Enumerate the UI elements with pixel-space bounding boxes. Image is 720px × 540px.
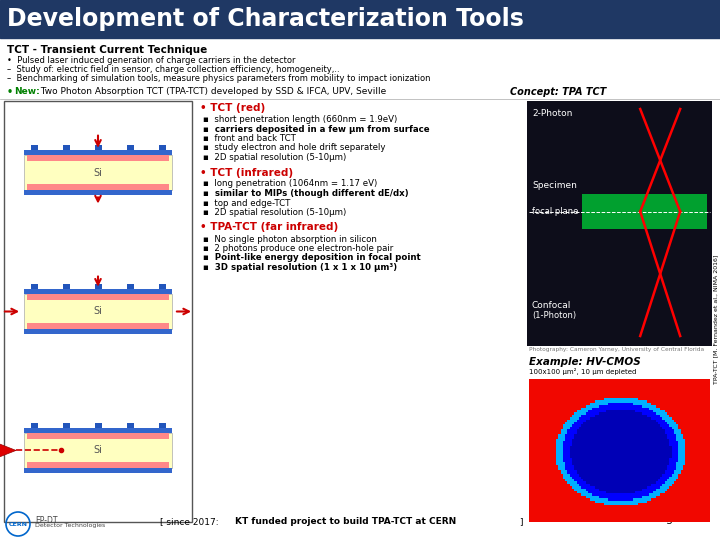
Text: [ since 2017:: [ since 2017: (160, 517, 222, 526)
Bar (63, 423, 70, 428)
Text: ▪  2D spatial resolution (5-10μm): ▪ 2D spatial resolution (5-10μm) (203, 153, 346, 162)
Bar (94, 423, 102, 428)
Text: -3-: -3- (663, 516, 677, 526)
Text: ▪  similar to MIPs (though different dE/dx): ▪ similar to MIPs (though different dE/d… (203, 189, 409, 198)
Bar (30, 423, 37, 428)
Bar (4, 101, 192, 522)
Text: TCT - Transient Current Technique: TCT - Transient Current Technique (7, 45, 207, 55)
Text: 100x100 μm², 10 μm depleted: 100x100 μm², 10 μm depleted (529, 368, 636, 375)
Polygon shape (0, 440, 16, 461)
Bar (582, 194, 707, 229)
Text: ▪  front and back TCT: ▪ front and back TCT (203, 134, 296, 143)
Bar (27, 154, 169, 161)
Text: ▪  short penetration length (660nm = 1.9eV): ▪ short penetration length (660nm = 1.9e… (203, 115, 397, 124)
Text: ▪  carriers deposited in a few μm from surface: ▪ carriers deposited in a few μm from su… (203, 125, 430, 133)
Text: Specimen: Specimen (532, 181, 577, 190)
Bar (24, 288, 172, 294)
Bar (30, 145, 37, 150)
Bar (158, 145, 166, 150)
Bar (158, 284, 166, 288)
Text: • TCT (red): • TCT (red) (200, 103, 265, 113)
Text: Detector Technologies: Detector Technologies (35, 523, 105, 528)
Bar (127, 423, 133, 428)
Bar (24, 428, 172, 433)
Text: ▪  2D spatial resolution (5-10μm): ▪ 2D spatial resolution (5-10μm) (203, 208, 346, 217)
Bar (24, 468, 172, 473)
Bar (24, 433, 172, 468)
Text: ▪  No single photon absorption in silicon: ▪ No single photon absorption in silicon (203, 234, 377, 244)
Text: Development of Characterization Tools: Development of Characterization Tools (7, 7, 524, 31)
Text: ▪  2 photons produce one electron-hole pair: ▪ 2 photons produce one electron-hole pa… (203, 244, 393, 253)
Text: (1-Photon): (1-Photon) (532, 311, 576, 320)
Text: KT funded project to build TPA-TCT at CERN: KT funded project to build TPA-TCT at CE… (235, 517, 456, 526)
Text: –  Study of: electric field in sensor, charge collection efficiency, homogeneity: – Study of: electric field in sensor, ch… (7, 65, 340, 74)
Text: 2-Photon: 2-Photon (532, 109, 572, 118)
Bar (27, 462, 169, 468)
Text: •: • (7, 87, 17, 97)
Text: ▪  3D spatial resolution (1 x 1 x 10 μm³): ▪ 3D spatial resolution (1 x 1 x 10 μm³) (203, 263, 397, 272)
Text: Si: Si (94, 307, 102, 316)
Text: New:: New: (14, 87, 40, 96)
Text: ]: ] (519, 517, 523, 526)
Text: Confocal: Confocal (532, 301, 572, 310)
Bar (24, 154, 172, 191)
Text: Si: Si (94, 446, 102, 455)
Bar (30, 284, 37, 288)
Text: TPA-TCT [M. Fernandez et al., NIMA 2016]: TPA-TCT [M. Fernandez et al., NIMA 2016] (713, 255, 718, 384)
Text: ▪  long penetration (1064nm = 1.17 eV): ▪ long penetration (1064nm = 1.17 eV) (203, 179, 377, 188)
Text: Example: HV-CMOS: Example: HV-CMOS (529, 357, 641, 367)
Text: focal plane: focal plane (532, 207, 578, 216)
Bar (94, 145, 102, 150)
Bar (63, 284, 70, 288)
Text: • TCT (infrared): • TCT (infrared) (200, 167, 293, 178)
Bar (94, 284, 102, 288)
Text: •  Pulsed laser induced generation of charge carriers in the detector: • Pulsed laser induced generation of cha… (7, 56, 295, 65)
Text: ▪  study electron and hole drift separately: ▪ study electron and hole drift separate… (203, 144, 385, 152)
Text: Photography: Cameron Yarney, University of Central Florida: Photography: Cameron Yarney, University … (529, 347, 704, 352)
Bar (24, 294, 172, 329)
Bar (127, 284, 133, 288)
Bar (0, 0, 720, 38)
Text: Two Photon Absorption TCT (TPA-TCT) developed by SSD & IFCA, UPV, Seville: Two Photon Absorption TCT (TPA-TCT) deve… (38, 87, 386, 96)
Bar (24, 329, 172, 334)
Bar (27, 323, 169, 329)
Text: EP-DT: EP-DT (35, 516, 58, 525)
Bar (158, 423, 166, 428)
Bar (24, 150, 172, 154)
Text: CERN: CERN (9, 522, 27, 526)
Text: ▪  Point-like energy deposition in focal point: ▪ Point-like energy deposition in focal … (203, 253, 420, 262)
Text: –  Benchmarking of simulation tools, measure physics parameters from mobility to: – Benchmarking of simulation tools, meas… (7, 74, 431, 83)
Bar (527, 101, 712, 346)
Bar (24, 191, 172, 195)
Bar (63, 145, 70, 150)
Text: Si: Si (94, 167, 102, 178)
Bar (127, 145, 133, 150)
Text: ▪  top and edge-TCT: ▪ top and edge-TCT (203, 199, 290, 207)
Text: • TPA-TCT (far infrared): • TPA-TCT (far infrared) (200, 222, 338, 233)
Bar (27, 294, 169, 300)
Text: Concept: TPA TCT: Concept: TPA TCT (510, 87, 606, 97)
Bar (27, 433, 169, 439)
Bar (27, 184, 169, 191)
